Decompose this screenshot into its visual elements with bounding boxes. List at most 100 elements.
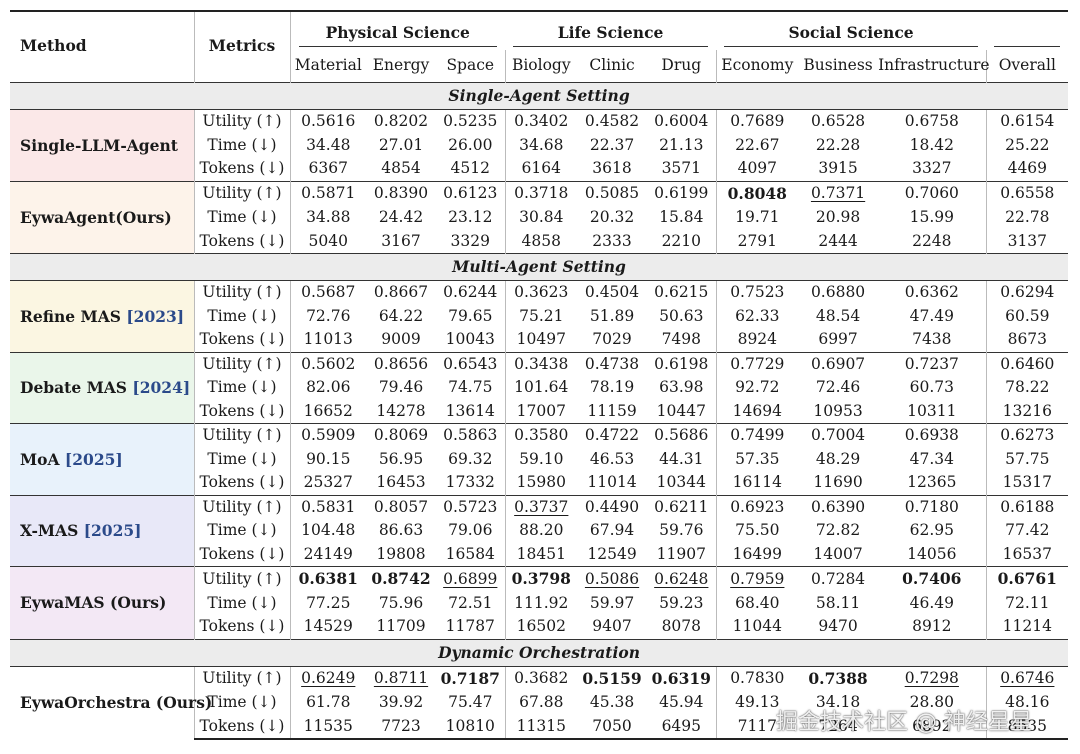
- value-cell: 7117: [716, 714, 799, 740]
- metric-label: Utility (↑): [194, 280, 291, 305]
- value-cell: 47.34: [878, 447, 987, 471]
- value-cell: 0.5723: [436, 494, 506, 519]
- value-cell: 3571: [647, 157, 717, 181]
- metric-label: Tokens (↓): [194, 229, 291, 254]
- value-cell: 0.8656: [366, 351, 436, 376]
- metric-label: Utility (↑): [194, 351, 291, 376]
- header-row-groups: Method Metrics Physical Science Life Sci…: [10, 10, 1069, 83]
- value-cell: 7723: [366, 714, 436, 740]
- value-cell: 7029: [592, 330, 632, 348]
- value-cell: 11787: [436, 615, 506, 639]
- col-header: Infrastructure: [878, 50, 990, 83]
- value-cell: 0.3402: [514, 112, 569, 130]
- value-cell: 62.33: [735, 306, 780, 325]
- table-row: EywaMAS (Ours) Utility (↑) 0.6381 0.8742 0.6…: [10, 566, 1069, 639]
- value-cell: 88.20: [519, 521, 564, 539]
- value-cell: 0.7004: [798, 423, 879, 448]
- value-cell: 24149: [303, 544, 353, 563]
- value-cell: 6997: [818, 330, 858, 348]
- table-row: Time (↓) 34.48 27.01 26.00 34.68 22.37 21.13 22…: [10, 133, 1068, 157]
- metric-label: Tokens (↓): [194, 157, 291, 181]
- table-row: Tokens (↓) 11535 7723 10810 11315 7050 6495 711…: [10, 714, 1069, 740]
- value-cell: 0.6758: [878, 109, 987, 134]
- value-cell: 67.94: [589, 521, 635, 539]
- value-cell: 0.8057: [366, 494, 436, 519]
- value-cell: 0.6211: [647, 494, 717, 519]
- metric-label: Tokens (↓): [194, 471, 291, 495]
- value-cell: 22.37: [589, 135, 635, 154]
- value-cell: 72.76: [306, 306, 351, 325]
- method-label: EywaMAS (Ours): [20, 593, 167, 612]
- value-cell: 0.7388: [808, 668, 868, 688]
- col-header: Economy: [721, 56, 794, 75]
- method-name: X-MAS [2025]: [10, 494, 195, 567]
- value-cell: 9470: [818, 617, 858, 635]
- value-cell: 59.97: [589, 593, 635, 612]
- value-cell: 0.3623: [514, 283, 569, 301]
- section-title: Dynamic Orchestration: [10, 638, 1069, 667]
- value-cell: 0.7060: [878, 180, 987, 206]
- value-cell: 3167: [381, 231, 421, 250]
- value-cell: 10344: [647, 471, 717, 495]
- value-cell: 2248: [878, 229, 987, 254]
- method-name: Single-LLM-Agent: [10, 109, 195, 181]
- value-cell: 60.59: [1005, 306, 1050, 325]
- value-cell: 14694: [732, 401, 782, 420]
- col-header: Business: [803, 56, 873, 75]
- value-cell: 0.6004: [647, 109, 717, 134]
- value-cell: 0.7830: [730, 669, 785, 687]
- value-cell: 0.7284: [798, 566, 879, 592]
- value-cell: 0.3718: [505, 180, 578, 206]
- value-cell: 0.6319: [647, 666, 717, 691]
- value-cell: 4097: [737, 159, 778, 177]
- value-cell: 0.7187: [436, 666, 506, 691]
- table-row: EywaAgent(Ours) Utility (↑) 0.5871 0.8390 0.…: [10, 180, 1069, 254]
- value-cell: 14007: [813, 544, 863, 563]
- value-cell: 0.6880: [810, 283, 866, 301]
- value-cell: 79.06: [436, 519, 506, 543]
- value-cell: 11014: [587, 473, 637, 491]
- value-cell: 48.54: [815, 306, 861, 325]
- value-cell: 0.8742: [366, 566, 436, 592]
- table-row: X-MAS [2025] Utility (↑) 0.5831 0.8057 0.572…: [10, 494, 1069, 567]
- value-cell: 2444: [818, 231, 858, 250]
- value-cell: 101.64: [514, 378, 569, 396]
- table-row: Tokens (↓) 16652 14278 13614 17007 11159 10447…: [10, 399, 1068, 424]
- metric-label: Tokens (↓): [194, 542, 291, 567]
- citation-ref: [2024]: [132, 378, 191, 397]
- value-cell: 79.65: [436, 304, 506, 328]
- value-cell: 0.7237: [878, 351, 987, 376]
- group-header-overall: [986, 10, 1069, 50]
- value-cell: 22.67: [735, 135, 780, 154]
- metric-label: Time (↓): [194, 376, 291, 400]
- citation-ref: [2025]: [83, 521, 142, 540]
- metric-label: Time (↓): [194, 691, 291, 715]
- value-cell: 0.5909: [290, 423, 366, 448]
- value-cell: 75.47: [436, 691, 506, 715]
- value-cell: 72.51: [436, 591, 506, 615]
- value-cell: 0.7729: [716, 351, 799, 376]
- value-cell: 64.22: [378, 306, 424, 325]
- value-cell: 10810: [436, 714, 506, 740]
- value-cell: 0.6381: [290, 566, 366, 592]
- value-cell: 0.4582: [584, 112, 640, 130]
- value-cell: 4512: [436, 157, 506, 181]
- value-cell: 0.4722: [577, 423, 648, 448]
- col-header: Space: [436, 50, 506, 83]
- value-cell: 23.12: [436, 206, 506, 230]
- method-name: EywaOrchestra (Ours): [10, 666, 212, 739]
- value-cell: 75.21: [519, 306, 564, 325]
- value-cell: 78.22: [1005, 378, 1050, 396]
- value-cell: 13614: [436, 399, 506, 424]
- value-cell: 49.13: [735, 693, 780, 711]
- value-cell: 0.3737: [505, 494, 578, 519]
- method-label: EywaOrchestra (Ours): [20, 693, 213, 712]
- value-cell: 25327: [303, 473, 353, 491]
- value-cell: 3329: [436, 229, 506, 254]
- value-cell: 50.63: [647, 304, 717, 328]
- value-cell: 7264: [798, 714, 879, 740]
- value-cell: 20.32: [589, 208, 635, 226]
- metric-label: Time (↓): [194, 206, 291, 230]
- value-cell: 0.5235: [436, 109, 506, 134]
- value-cell: 0.8069: [366, 423, 436, 448]
